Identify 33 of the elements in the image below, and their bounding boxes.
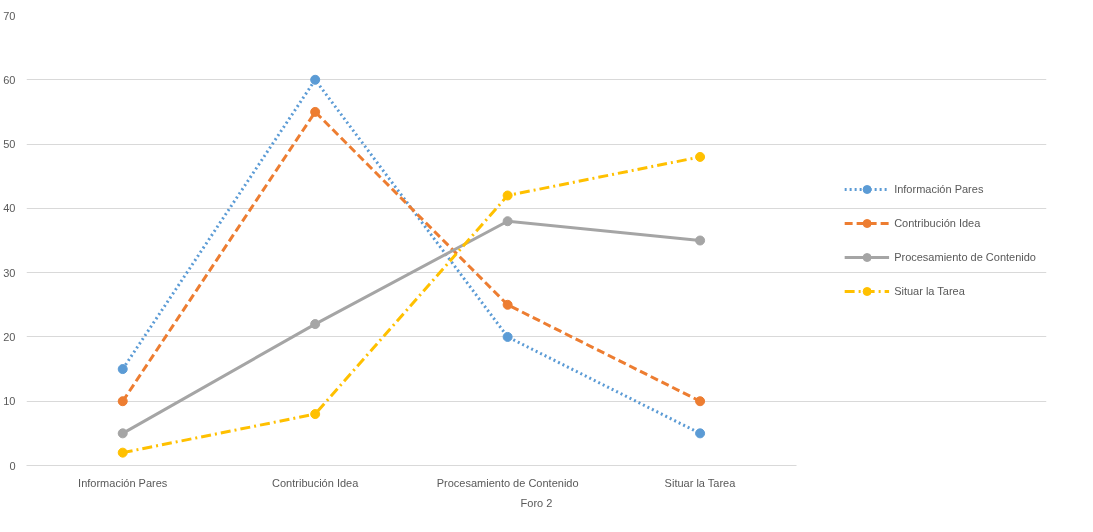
x-tick-label: Procesamiento de Contenido <box>436 476 579 489</box>
point <box>117 428 128 439</box>
y-tick-label: 70 <box>3 9 16 22</box>
point <box>310 319 321 330</box>
point <box>117 396 128 407</box>
point <box>695 151 706 162</box>
x-tick-label: Situar la Tarea <box>664 476 737 489</box>
point <box>310 106 321 117</box>
point <box>502 216 513 227</box>
point <box>695 396 706 407</box>
x-axis-title: Foro 2 <box>520 496 553 509</box>
y-tick-label: 60 <box>3 73 16 86</box>
point <box>310 74 321 85</box>
point <box>310 409 321 420</box>
y-tick-label: 30 <box>3 266 16 279</box>
x-tick-label: Información Pares <box>78 476 168 489</box>
point <box>502 190 513 201</box>
y-tick-label: 20 <box>3 330 16 343</box>
legend-label: Procesamiento de Contenido <box>894 251 1036 263</box>
y-tick-label: 10 <box>3 395 16 408</box>
point <box>695 235 706 246</box>
y-tick-label: 50 <box>3 138 16 151</box>
x-tick-label: Contribución Idea <box>272 476 360 489</box>
point <box>502 299 513 310</box>
legend-label: Información Pares <box>894 183 984 195</box>
point <box>117 364 128 375</box>
y-tick-label: 0 <box>9 459 16 472</box>
legend-label: Contribución Idea <box>894 217 981 229</box>
point <box>502 331 513 342</box>
legend-label: Situar la Tarea <box>894 285 965 297</box>
point <box>117 447 128 458</box>
point <box>695 428 706 439</box>
y-tick-label: 40 <box>3 202 16 215</box>
